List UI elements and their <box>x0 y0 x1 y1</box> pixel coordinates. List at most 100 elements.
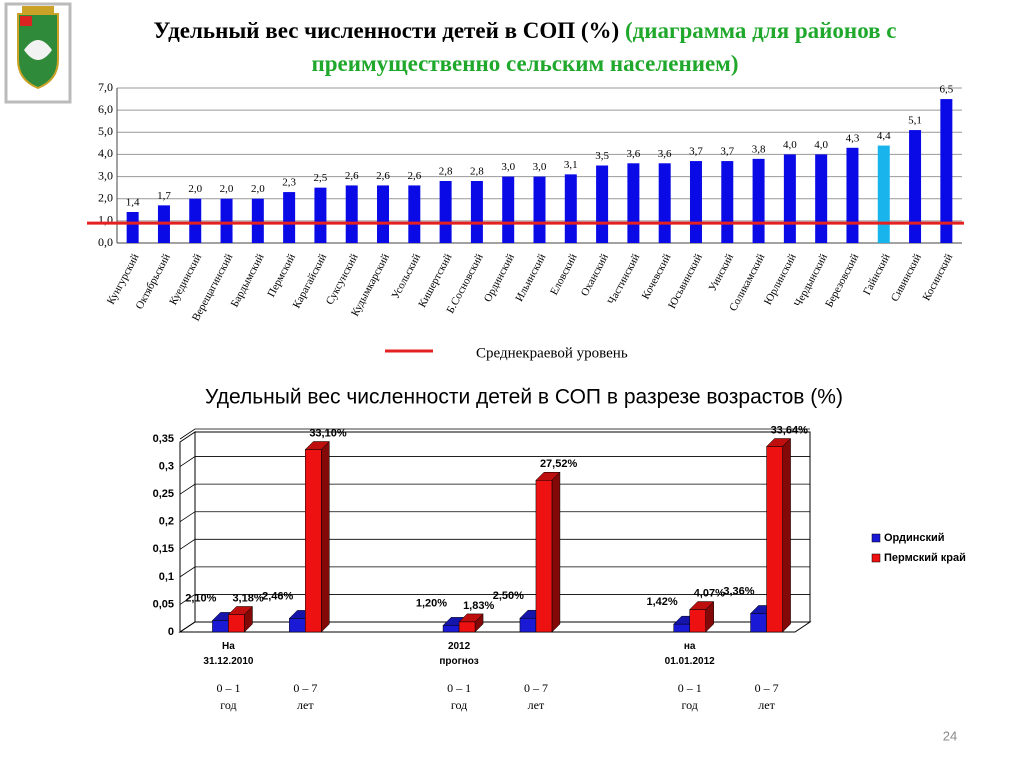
value-label: 3,5 <box>595 150 609 162</box>
bar <box>940 99 953 243</box>
legend-label: Ординский <box>884 532 945 544</box>
bar <box>815 154 828 243</box>
grid-line <box>179 538 810 550</box>
value-label: 3,36% <box>723 585 754 597</box>
chart-subtitle: (диаграмма для районов с преимущественно… <box>311 18 897 76</box>
bar <box>289 618 306 633</box>
value-label: 2,8 <box>470 166 484 178</box>
y-tick-label: 0,0 <box>98 235 113 249</box>
y-tick-label: 0,3 <box>159 460 174 472</box>
grid-line <box>179 594 810 605</box>
bar-side <box>321 440 330 633</box>
x-tick-label: Кунгурский <box>105 252 142 307</box>
bar <box>502 176 515 243</box>
bar <box>721 161 734 243</box>
x-tick-label: Оханский <box>579 252 611 298</box>
grid-line <box>179 483 810 495</box>
bar <box>533 176 546 243</box>
value-label: 3,6 <box>658 148 672 160</box>
group-label: 2012 прогноз <box>439 641 478 667</box>
y-tick-label: 3,0 <box>98 168 113 182</box>
bar <box>519 617 537 633</box>
grid-line <box>179 428 810 440</box>
legend-label: Среднекраевой уровень <box>476 345 628 361</box>
bar <box>783 154 796 243</box>
bar <box>283 192 296 243</box>
value-label: 2,6 <box>407 170 421 182</box>
bar <box>658 163 671 243</box>
bar <box>596 165 609 243</box>
grid-line <box>179 566 810 578</box>
bar <box>408 185 421 243</box>
bar <box>564 174 577 243</box>
bar <box>689 161 702 243</box>
bar <box>689 609 706 633</box>
value-label: 2,6 <box>345 170 359 182</box>
x-tick-label: Гайнский <box>861 252 893 297</box>
grid-line <box>179 621 810 633</box>
y-tick-label: 0,05 <box>153 598 174 610</box>
y-tick-label: 7,0 <box>98 80 113 94</box>
value-label: 5,1 <box>908 115 922 127</box>
bar <box>305 449 322 633</box>
x-tick-label: Куединский <box>167 252 204 307</box>
bar <box>212 620 229 633</box>
x-tick-label: Бардымский <box>229 252 267 309</box>
x-tick-label: Суксунский <box>324 252 361 307</box>
value-label: 1,20% <box>416 597 447 609</box>
value-label: 3,1 <box>564 159 578 171</box>
bar <box>220 198 233 243</box>
x-tick-label: Усольский <box>389 252 423 301</box>
bar <box>766 446 783 633</box>
value-label: 2,0 <box>220 183 234 195</box>
page-number: 24 <box>943 728 957 743</box>
bar <box>442 625 460 633</box>
y-tick-label: 0,1 <box>159 571 174 583</box>
y-tick-label: 0,15 <box>153 543 174 555</box>
value-label: 2,0 <box>188 183 202 195</box>
legend-swatch <box>871 533 881 543</box>
x-tick-label: Березовский <box>823 252 861 309</box>
value-label: 2,46% <box>262 590 293 602</box>
value-label: 1,7 <box>157 190 171 202</box>
bar <box>314 187 327 243</box>
x-tick-label: 0 – 7 лет <box>293 681 317 712</box>
x-tick-label: Пермский <box>265 252 298 299</box>
y-tick-label: 0,25 <box>153 488 174 500</box>
value-label: 1,42% <box>646 596 677 608</box>
group-label: На 31.12.2010 <box>203 641 253 667</box>
bar <box>345 185 358 243</box>
bar <box>627 163 640 243</box>
value-label: 4,0 <box>814 139 828 151</box>
x-tick-label: Еловский <box>548 252 580 297</box>
value-label: 3,18% <box>232 592 263 604</box>
x-tick-label: Юрлинский <box>762 252 799 307</box>
value-label: 33,10% <box>309 427 347 439</box>
bar <box>228 614 245 633</box>
x-tick-label: 0 – 1 год <box>216 681 240 712</box>
chart-title: Удельный вес численности детей в СОП в р… <box>205 386 843 409</box>
value-label: 4,4 <box>877 130 891 142</box>
floor <box>178 621 812 633</box>
chart-title: Удельный вес численности детей в СОП (%) <box>153 18 620 43</box>
value-label: 2,3 <box>282 177 296 189</box>
value-label: 3,0 <box>501 161 515 173</box>
y-tick-label: 4,0 <box>98 146 113 160</box>
x-tick-label: Кочевский <box>640 252 674 301</box>
bar-side <box>782 437 791 633</box>
value-label: 2,8 <box>439 166 453 178</box>
bar <box>535 480 553 633</box>
value-label: 3,7 <box>689 146 703 158</box>
bar <box>673 623 690 633</box>
x-tick-label: Уинский <box>707 252 737 294</box>
y-tick-label: 0 <box>168 626 174 638</box>
y-tick-label: 6,0 <box>98 102 113 116</box>
chart-title-block: Удельный вес численности детей в СОП (%)… <box>70 14 980 80</box>
bar <box>126 212 139 243</box>
legend-label: Пермский край <box>884 552 966 564</box>
grid-line <box>179 511 810 523</box>
bar <box>458 621 476 633</box>
x-tick-label: 0 – 1 год <box>447 681 471 712</box>
bar <box>439 181 452 243</box>
